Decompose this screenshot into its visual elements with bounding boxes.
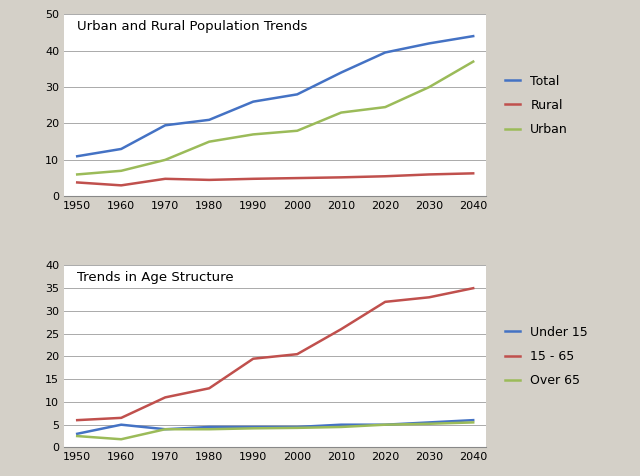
Legend: Under 15, 15 - 65, Over 65: Under 15, 15 - 65, Over 65	[506, 326, 588, 387]
Legend: Total, Rural, Urban: Total, Rural, Urban	[506, 75, 568, 136]
Text: Urban and Rural Population Trends: Urban and Rural Population Trends	[77, 20, 307, 33]
Text: Trends in Age Structure: Trends in Age Structure	[77, 271, 234, 284]
